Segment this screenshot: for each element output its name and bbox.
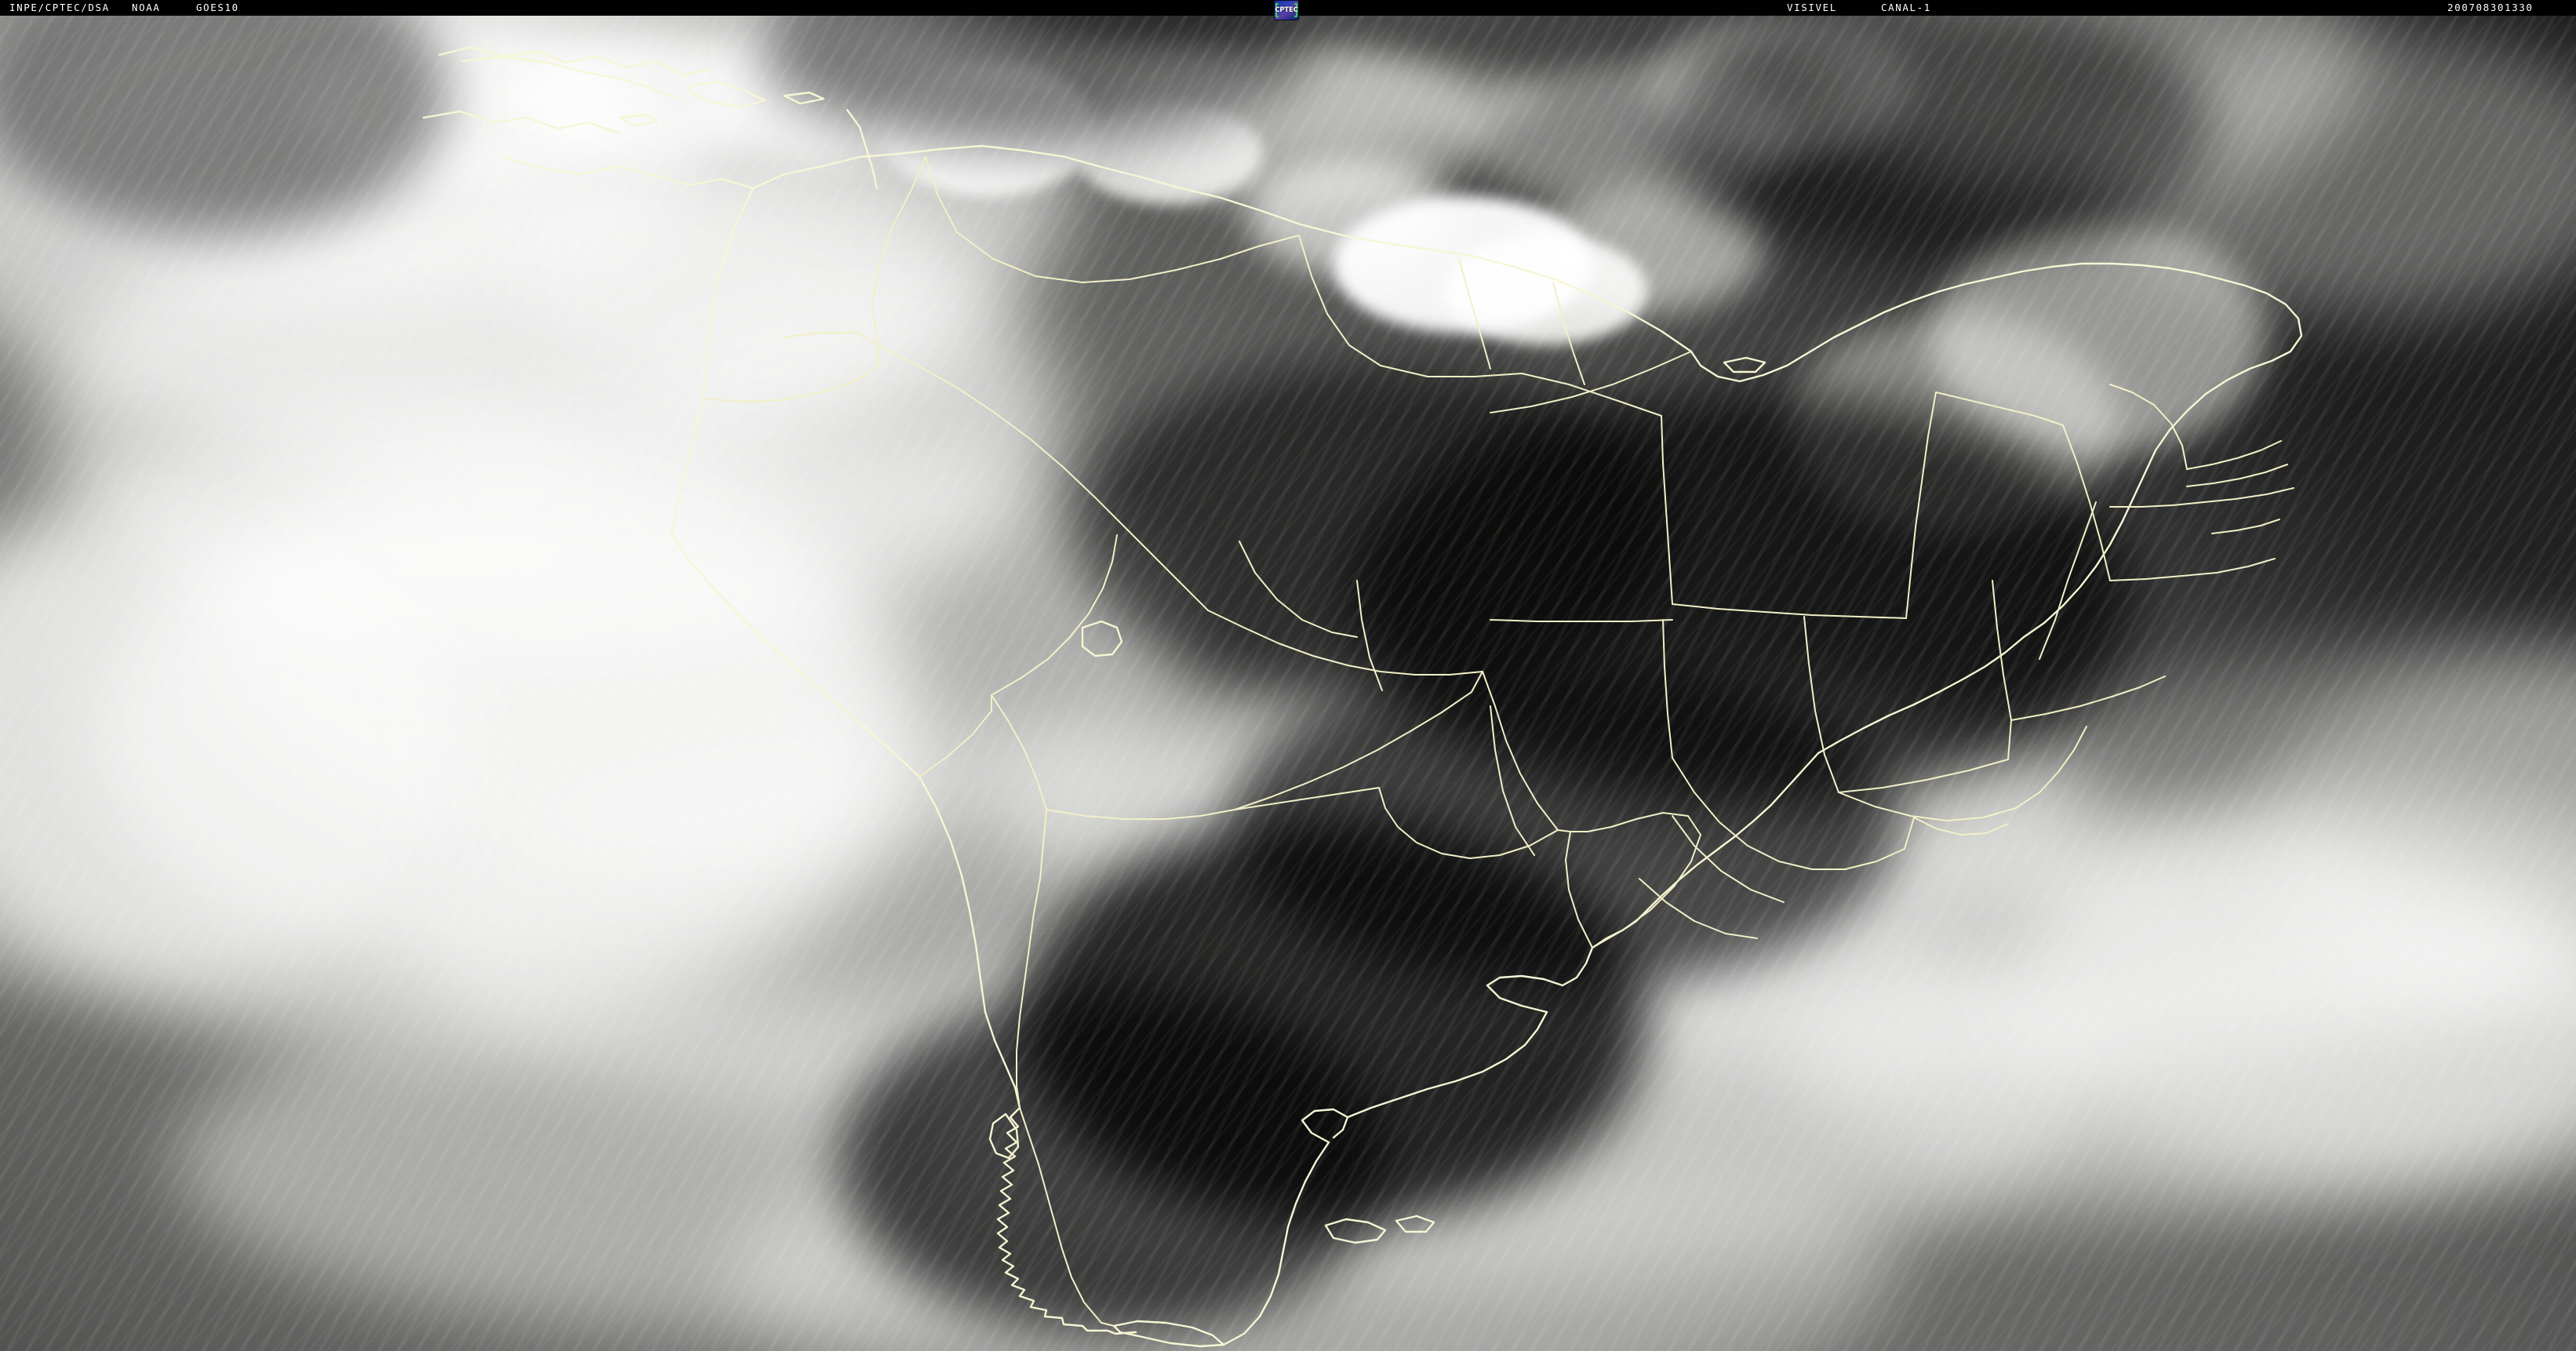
logo-bracket-right-icon bbox=[1294, 3, 1297, 17]
header-channel-label: CANAL-1 bbox=[1881, 1, 1931, 13]
cptec-logo: CPTEC bbox=[1274, 0, 1299, 20]
logo-label: CPTEC bbox=[1275, 5, 1298, 14]
header-timestamp-label: 200708301330 bbox=[2447, 1, 2534, 13]
clear-sky-region bbox=[0, 0, 447, 235]
image-header-bar: INPE/CPTEC/DSA NOAA GOES10 CPTEC VISIVEL… bbox=[0, 0, 2576, 20]
header-institute-label: INPE/CPTEC/DSA bbox=[9, 1, 110, 13]
clear-sky-region bbox=[1663, 0, 2212, 259]
header-product-label: VISIVEL bbox=[1787, 1, 1837, 13]
logo-bracket-left-icon bbox=[1275, 3, 1279, 17]
header-satellite-label: GOES10 bbox=[196, 1, 239, 13]
header-agency-label: NOAA bbox=[132, 1, 161, 13]
